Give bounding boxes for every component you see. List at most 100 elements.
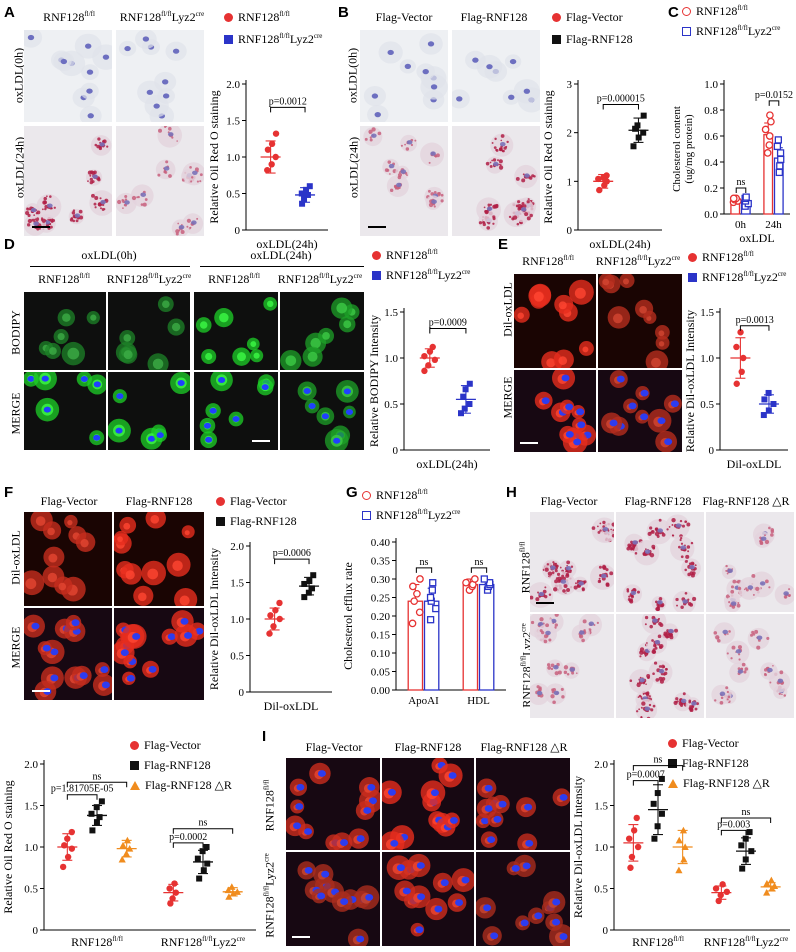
cell-nucleus (148, 665, 157, 673)
panel-f-col2-title: Flag-RNF128 (125, 494, 193, 508)
cell-nucleus (601, 573, 607, 579)
panel-i-legend-3: Flag-RNF128 △R (668, 776, 770, 791)
data-point (733, 343, 740, 351)
cell-nucleus (363, 807, 372, 814)
cell-nucleus (559, 933, 568, 940)
data-point (712, 885, 720, 892)
cell-nucleus (767, 667, 773, 673)
cell-nucleus (588, 621, 595, 626)
y-tick-label: 0 (235, 225, 241, 237)
data-point (765, 132, 774, 140)
cell-nucleus (431, 199, 437, 204)
y-tick-label: 0.0 (704, 209, 718, 221)
x-tick-label: RNF128fl/flLyz2cre (704, 935, 788, 949)
cell-nucleus (449, 817, 458, 824)
data-point (228, 883, 236, 890)
cell-nucleus (161, 79, 169, 85)
panel-e-legend-2: RNF128fl/flLyz2cre (688, 270, 786, 285)
data-point (761, 125, 770, 134)
cell-nucleus (293, 822, 302, 830)
cell-nucleus (682, 599, 688, 604)
data-point (627, 864, 634, 871)
micrograph-h-ctrl-rnf128 (616, 512, 704, 612)
y-tick-label: 0.5 (594, 884, 608, 896)
cell-nucleus (576, 408, 585, 416)
data-point (625, 835, 633, 842)
y-tick-label: 0.5 (700, 399, 714, 411)
data-point (738, 368, 745, 375)
y-tick-label: 0 (239, 687, 245, 699)
data-point (628, 853, 636, 861)
cell-nucleus (387, 788, 396, 796)
comparison-label: p=0.0012 (269, 96, 307, 107)
cell-nucleus (402, 887, 411, 895)
bar (462, 583, 479, 691)
data-point (739, 865, 746, 872)
y-tick-label: 1.5 (700, 307, 714, 319)
cell-nucleus (759, 581, 766, 586)
micrograph-e-ctrl-merge (514, 370, 596, 452)
comparison-label: p=0.003 (717, 819, 750, 830)
data-point (630, 143, 637, 150)
cell-nucleus (486, 64, 493, 70)
data-point (426, 593, 435, 602)
data-point (64, 853, 72, 861)
data-point (268, 140, 276, 148)
comparison-label: ns (654, 755, 663, 766)
open-red-circle-marker (362, 491, 371, 500)
cell-nucleus (440, 879, 449, 887)
cell-nucleus (524, 173, 530, 178)
micrograph-i-ko-deltar (476, 852, 570, 946)
micrograph-i-ko-vector (286, 852, 380, 946)
micrograph-e-ctrl-dil (514, 274, 596, 368)
black-square-marker (668, 759, 677, 768)
cell-nucleus (523, 88, 531, 94)
y-tick-label: 0.4 (704, 157, 718, 169)
red-circle-marker (688, 253, 697, 262)
cell-nucleus (461, 876, 470, 884)
y-tick-label: 0.00 (371, 685, 391, 697)
data-point (229, 889, 237, 897)
cell-nucleus (177, 380, 185, 387)
cell-nucleus (553, 690, 560, 696)
micrograph-i-ko-rnf128 (382, 852, 474, 946)
panel-a-col1-title: RNF128fl/fl (43, 10, 95, 24)
cell-nucleus (79, 672, 88, 679)
y-tick-label: 0.40 (371, 537, 391, 549)
comparison-bracket (720, 829, 747, 836)
cell-nucleus (100, 666, 109, 673)
panel-label-e: E (498, 236, 509, 253)
y-tick-label: 3 (567, 79, 573, 91)
cell-nucleus (371, 93, 379, 99)
cell-nucleus (368, 797, 377, 805)
cell-nucleus (416, 862, 425, 869)
y-tick-label: 1.5 (226, 116, 240, 128)
cell-nucleus (448, 772, 457, 779)
cell-nucleus (689, 564, 695, 570)
blue-square-marker (688, 273, 697, 282)
cell-nucleus (41, 375, 49, 382)
micrograph-a-ctrl-24h (24, 126, 112, 236)
cell-nucleus (654, 639, 661, 645)
panel-a-legend-2: RNF128fl/flLyz2cre (224, 32, 322, 47)
x-axis-label: oxLDL (739, 231, 774, 245)
scale-bar (536, 602, 554, 604)
data-point (301, 594, 308, 601)
cell-nucleus (184, 632, 193, 639)
data-point (640, 129, 647, 136)
cell-nucleus (356, 935, 365, 943)
cell-nucleus (192, 170, 198, 176)
panel-d-col3-title: RNF128fl/fl (208, 272, 260, 286)
panel-b-row1-label: oxLDL(0h) (345, 47, 360, 104)
cell-nucleus (455, 899, 464, 906)
cell-nucleus (367, 783, 376, 791)
cell-nucleus (30, 207, 37, 213)
comparison-label: p=0.0002 (169, 832, 207, 843)
data-point (171, 880, 178, 887)
panel-d-row2-label: MERGE (8, 392, 23, 435)
panel-e-col2-title: RNF128fl/flLyz2cre (595, 254, 681, 268)
cell-nucleus (42, 644, 51, 652)
micrograph-d-ko-24h-bodipy (280, 292, 364, 370)
panel-a-col2-title: RNF128fl/flLyz2cre (119, 10, 205, 24)
x-axis-label: Dil-oxLDL (264, 699, 319, 713)
